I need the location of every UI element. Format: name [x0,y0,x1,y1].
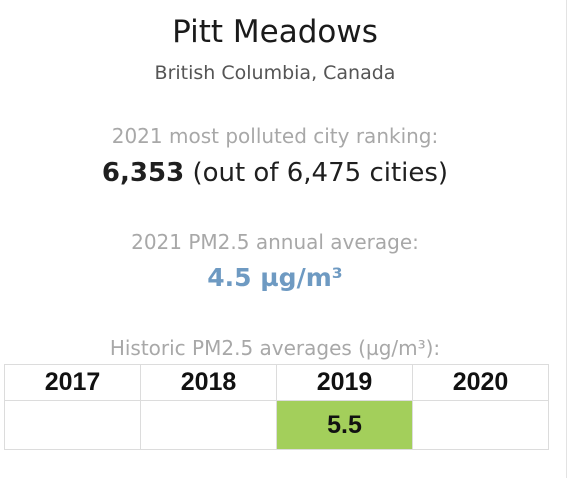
pm-average-label: 2021 PM2.5 annual average: [131,230,419,254]
year-header-2019: 2019 [276,364,413,401]
value-cell-2017 [4,400,141,450]
historic-header-row: 2017 2018 2019 2020 [4,364,549,401]
city-name: Pitt Meadows [172,14,378,50]
value-cell-2018 [140,400,277,450]
year-header-2020: 2020 [412,364,549,401]
ranking-value: 6,353 (out of 6,475 cities) [0,158,550,188]
year-header-2017: 2017 [4,364,141,401]
ranking-total: (out of 6,475 cities) [192,158,449,188]
historic-label: Historic PM2.5 averages (µg/m³): [109,336,441,360]
pm-average-value: 4.5 µg/m³ [207,263,343,292]
panel-divider [566,0,567,478]
historic-value-row: 5.5 [4,400,549,450]
ranking-number: 6,353 [101,158,185,188]
value-cell-2019: 5.5 [276,400,413,450]
ranking-label: 2021 most polluted city ranking: [111,124,439,148]
value-cell-2020 [412,400,549,450]
historic-table: 2017 2018 2019 2020 5.5 [4,364,549,450]
city-region: British Columbia, Canada [154,62,396,84]
year-header-2018: 2018 [140,364,277,401]
